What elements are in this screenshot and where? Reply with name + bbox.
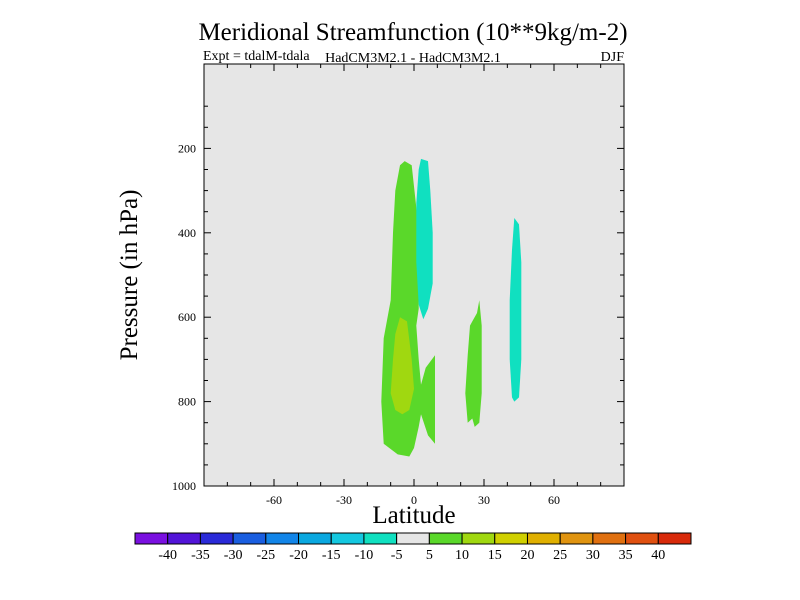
contour-positive-10-15-core [390,317,414,415]
colorbar-swatch [625,532,659,545]
colorbar-swatch [428,532,463,545]
y-tick-label: 200 [178,141,196,155]
x-tick-label: 0 [411,493,417,507]
experiment-subtitle: Expt = tdalM-tdala [203,49,310,64]
colorbar-label: -30 [224,548,243,563]
colorbar-swatch [396,532,430,545]
colorbar-label: 40 [651,548,665,563]
colorbar-label: -40 [158,548,177,563]
colorbar-label: -25 [256,548,275,563]
x-axis-label: Latitude [372,502,455,529]
colorbar [134,532,692,545]
y-tick-label: 600 [178,310,196,324]
colorbar-label: -5 [391,548,403,563]
y-tick-label: 800 [178,395,196,409]
colorbar-label: 5 [426,548,433,563]
colorbar-swatch [330,532,365,545]
contour-positive-5-10-mid-latitude-cell [465,300,482,427]
chart-title: Meridional Streamfunction (10**9kg/m-2) [198,19,627,46]
x-tick-labels: -60 -30 0 30 60 [266,493,560,507]
colorbar-label: 35 [619,548,633,563]
colorbar-labels: -40 -35 -30 -25 -20 -15 -10 -5 5 10 15 20 25 30 35 40 [158,548,665,563]
colorbar-label: -15 [322,548,341,563]
axis-ticks [204,64,624,486]
season-label: DJF [601,50,625,65]
model-subtitle: HadCM3M2.1 - HadCM3M2.1 [325,51,501,66]
colorbar-label: 25 [553,548,567,563]
colorbar-swatch [461,532,496,545]
colorbar-swatch [199,532,234,545]
colorbar-label: 15 [488,548,502,563]
x-tick-label: -30 [336,493,352,507]
colorbar-swatch [592,532,627,545]
colorbar-swatch [265,532,300,545]
colorbar-swatch [363,532,398,545]
colorbar-swatch [232,532,267,545]
colorbar-label: 20 [520,548,534,563]
colorbar-swatch [657,532,692,545]
colorbar-swatch [298,532,332,545]
plot-frame [203,63,625,487]
x-tick-label: 60 [548,493,560,507]
colorbar-swatch [167,532,201,545]
y-tick-label: 1000 [172,479,196,493]
colorbar-label: -10 [355,548,374,563]
contour-regions [381,158,522,457]
colorbar-label: -35 [191,548,210,563]
y-tick-labels: 200 400 600 800 1000 [172,141,196,493]
colorbar-swatch [526,532,561,545]
colorbar-swatch [494,532,528,545]
contour-negative-neg5-neg10-upper-column [416,158,433,320]
contour-negative-neg5-neg10-high-latitude-cell [509,218,522,402]
colorbar-label: 10 [455,548,469,563]
colorbar-swatch [559,532,594,545]
y-axis-label: Pressure (in hPa) [116,190,143,361]
colorbar-label: 30 [586,548,600,563]
colorbar-swatch [134,532,169,545]
colorbar-label: -20 [289,548,308,563]
x-tick-label: -60 [266,493,282,507]
y-tick-label: 400 [178,226,196,240]
x-tick-label: 30 [478,493,490,507]
